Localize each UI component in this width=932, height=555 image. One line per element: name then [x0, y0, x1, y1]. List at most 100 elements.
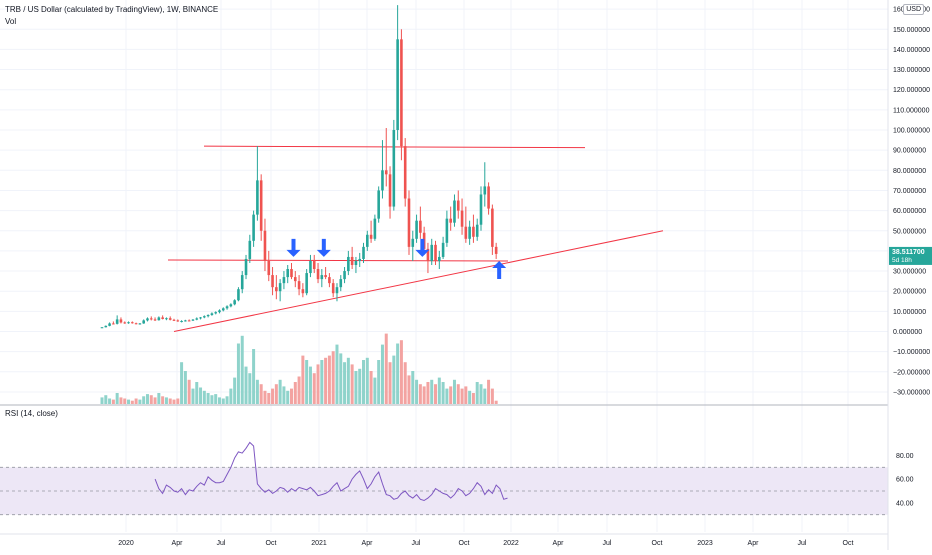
down-arrow-icon — [316, 238, 331, 257]
candle-body — [494, 246, 498, 254]
candle-body — [229, 304, 233, 307]
candle-body — [244, 258, 248, 276]
candle-body — [324, 275, 327, 278]
volume-bar — [487, 379, 491, 404]
rsi-tick-label: 40.00 — [896, 500, 914, 507]
volume-bar — [331, 351, 335, 404]
candle-body — [354, 260, 358, 266]
candle-body — [487, 186, 490, 209]
volume-bar — [229, 388, 233, 404]
rising-trendline — [173, 230, 664, 332]
candle-body — [339, 279, 343, 288]
y-tick-label: 110.000000 — [893, 107, 930, 114]
y-tick-label: 150.000000 — [893, 27, 930, 34]
y-tick-label: 50.000000 — [893, 228, 926, 235]
candle-body — [104, 325, 108, 328]
volume-bar — [369, 371, 373, 404]
volume-bar — [202, 390, 206, 404]
candle-body — [441, 242, 445, 257]
volume-bar — [308, 366, 312, 404]
volume-bar — [452, 379, 456, 404]
rsi-label[interactable]: RSI (14, close) — [5, 409, 58, 418]
volume-bar — [244, 366, 248, 404]
candle-body — [388, 174, 392, 207]
candle-body — [206, 314, 210, 317]
volume-bar — [441, 382, 445, 404]
volume-bar — [301, 355, 305, 404]
candle-body — [233, 300, 236, 305]
candle-body — [449, 218, 452, 223]
candle-body — [142, 320, 145, 324]
candle-body — [445, 218, 449, 243]
volume-bar — [430, 379, 434, 404]
annotation-arrows — [286, 238, 507, 279]
volume-bar — [320, 360, 324, 404]
candle-body — [415, 220, 418, 239]
candle-body — [237, 289, 240, 301]
y-tick-label: 130.000000 — [893, 67, 930, 74]
volume-bar — [187, 379, 191, 404]
candle-body — [377, 190, 380, 219]
down-arrow-icon — [415, 238, 430, 257]
candle-body — [381, 170, 384, 191]
volume-bar — [145, 394, 149, 404]
volume-bar — [305, 360, 309, 404]
volume-bars — [100, 333, 498, 404]
candle-body — [347, 256, 350, 272]
candle-body — [411, 238, 415, 247]
volume-bar — [149, 395, 153, 404]
candle-body — [430, 244, 434, 261]
candle-body — [275, 287, 278, 292]
candle-body — [305, 273, 308, 294]
y-tick-label: 140.000000 — [893, 47, 930, 54]
x-tick-label: Apr — [553, 540, 565, 547]
rsi-tick-label: 80.00 — [896, 453, 914, 460]
grid-lines — [0, 0, 888, 532]
candle-body — [127, 322, 130, 324]
candle-body — [301, 289, 305, 294]
candle-body — [214, 312, 217, 314]
volume-bar — [494, 400, 498, 404]
volume-bar — [127, 399, 131, 404]
volume-bar — [464, 386, 468, 404]
volume-bar — [278, 379, 282, 404]
volume-bar — [490, 388, 494, 404]
volume-bar — [255, 379, 259, 404]
candle-body — [187, 320, 191, 322]
volume-bar — [183, 371, 187, 404]
candle-body — [240, 275, 244, 290]
volume-bar — [362, 360, 366, 404]
volume-bar — [339, 353, 343, 404]
candle-body — [312, 260, 316, 270]
candle-body — [438, 256, 441, 261]
volume-bar — [343, 362, 347, 404]
candle-body — [362, 246, 365, 259]
candle-body — [293, 277, 297, 282]
candle-body — [278, 283, 282, 292]
x-tick-label: Apr — [172, 540, 184, 547]
candle-body — [176, 320, 180, 322]
volume-bar — [236, 343, 240, 404]
y-tick-label: 20.000000 — [893, 289, 926, 296]
candle-body — [369, 234, 373, 239]
x-tick-label: 2020 — [118, 540, 134, 547]
y-tick-label: 100.000000 — [893, 128, 930, 135]
symbol-title[interactable]: TRB / US Dollar (calculated by TradingVi… — [5, 5, 219, 14]
candle-body — [464, 226, 468, 239]
candle-body — [286, 269, 290, 278]
volume-bar — [180, 362, 184, 404]
currency-badge[interactable]: USD — [903, 4, 924, 15]
candle-body — [316, 269, 320, 280]
candle-body — [426, 248, 430, 261]
candle-body — [263, 230, 267, 261]
volume-bar — [123, 398, 127, 404]
volume-bar — [312, 373, 316, 404]
candle-body — [184, 320, 187, 322]
candle-body — [203, 316, 206, 318]
volume-label[interactable]: Vol — [5, 17, 17, 26]
volume-bar — [164, 397, 168, 404]
volume-bar — [138, 399, 142, 404]
volume-bar — [324, 357, 328, 404]
